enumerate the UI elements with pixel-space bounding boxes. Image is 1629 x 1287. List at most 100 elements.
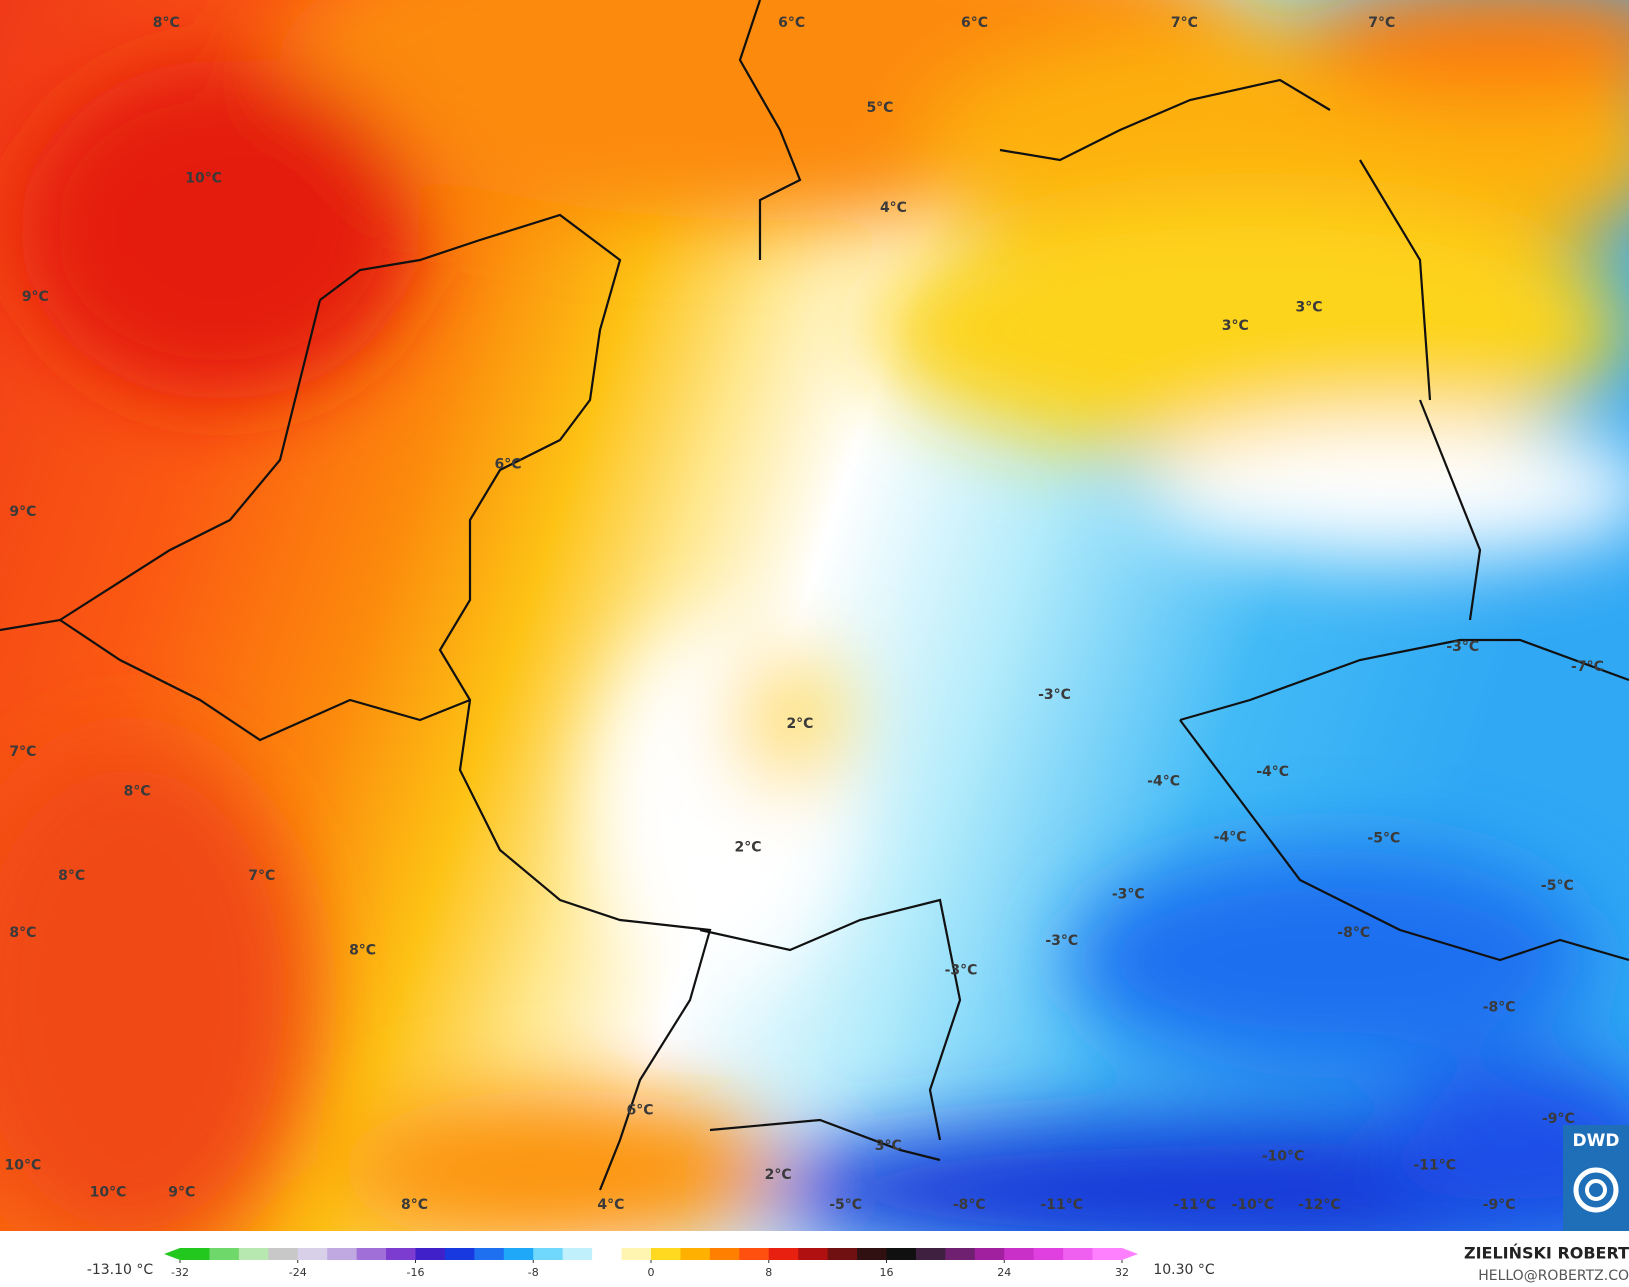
temperature-labels: 8°C 6°C 6°C 7°C 7°C 5°C 10°C 4°C 9°C 3°C 3°C 6°C 9°C… [4, 15, 1603, 1213]
temperature-label: 4°C [597, 1197, 624, 1213]
temperature-label: -8°C [953, 1197, 986, 1213]
colorbar-tick-label: 16 [880, 1266, 894, 1279]
temperature-label: 6°C [778, 15, 805, 31]
colorbar-arrow [164, 1248, 180, 1260]
temperature-label: -3°C [1045, 933, 1078, 949]
temperature-label: 7°C [248, 868, 275, 884]
colorbar-segment [592, 1248, 623, 1260]
colorbar-tick-label: 0 [648, 1266, 655, 1279]
temperature-label: 2°C [786, 716, 813, 732]
temperature-label: 8°C [349, 943, 376, 959]
temperature-label: -5°C [1541, 878, 1574, 894]
colorbar-arrow [1122, 1248, 1138, 1260]
colorbar-segment [356, 1248, 387, 1260]
temperature-label: -3°C [945, 962, 978, 978]
colorbar-segment [297, 1248, 328, 1260]
colorbar-tick-label: -32 [171, 1266, 189, 1279]
colorbar-segment [1033, 1248, 1064, 1260]
temperature-label: -9°C [1542, 1111, 1575, 1127]
colorbar-segment [415, 1248, 446, 1260]
temperature-label: 8°C [401, 1197, 428, 1213]
temperature-label: -7°C [1571, 659, 1604, 675]
colorbar-segment [444, 1248, 475, 1260]
logo-text: DWD [1573, 1131, 1620, 1151]
temperature-label: 9°C [9, 504, 36, 520]
temperature-label: -8°C [1483, 1000, 1516, 1016]
colorbar-segment [386, 1248, 416, 1260]
temperature-label: 7°C [1171, 15, 1198, 31]
temperature-field [0, 0, 1629, 1231]
colorbar-segment [768, 1248, 799, 1260]
temperature-label: -9°C [1483, 1197, 1516, 1213]
colorbar-segment [974, 1248, 1005, 1260]
temperature-label: -11°C [1173, 1197, 1216, 1213]
temperature-label: 6°C [961, 15, 988, 31]
colorbar-segment [1092, 1248, 1123, 1260]
temperature-label: 9°C [22, 289, 49, 305]
temperature-label: -4°C [1214, 829, 1247, 845]
colorbar-segment [474, 1248, 505, 1260]
colorbar-segment [827, 1248, 858, 1260]
temperature-label: 7°C [1368, 15, 1395, 31]
colorbar-segment [209, 1248, 240, 1260]
colorbar-segment [798, 1248, 829, 1260]
temperature-label: -3°C [1038, 687, 1071, 703]
temperature-label: 3°C [1296, 300, 1323, 316]
temperature-label: 8°C [153, 15, 180, 31]
colorbar-segment [180, 1248, 210, 1260]
colorbar-segment [621, 1248, 652, 1260]
temperature-label: -5°C [1367, 830, 1400, 846]
logo: DWD [1563, 1125, 1629, 1231]
colorbar-segment [651, 1248, 681, 1260]
temperature-label: 4°C [880, 200, 907, 216]
colorbar-segment [915, 1248, 946, 1260]
temperature-label: 5°C [866, 100, 893, 116]
temperature-label: 6°C [626, 1103, 653, 1119]
temperature-label: 8°C [124, 784, 151, 800]
temperature-label: 9°C [168, 1185, 195, 1201]
temperature-label: 3°C [1222, 318, 1249, 334]
colorbar-segment [533, 1248, 564, 1260]
colorbar-tick-label: -8 [528, 1266, 539, 1279]
colorbar-segment [945, 1248, 976, 1260]
min-label: -13.10 °C [87, 1262, 154, 1278]
temperature-label: 10°C [4, 1158, 41, 1174]
colorbar-segment [680, 1248, 711, 1260]
temperature-label: 10°C [185, 171, 222, 187]
temperature-label: 2°C [765, 1167, 792, 1183]
max-label: 10.30 °C [1153, 1262, 1215, 1278]
temperature-label: -11°C [1040, 1197, 1083, 1213]
colorbar-segment [327, 1248, 358, 1260]
colorbar-segment [886, 1248, 917, 1260]
colorbar-segment [268, 1248, 299, 1260]
email: HELLO@ROBERTZ.CO [1478, 1268, 1629, 1284]
temperature-label: -10°C [1262, 1148, 1305, 1164]
temperature-label: -11°C [1413, 1158, 1456, 1174]
temperature-label: 8°C [58, 868, 85, 884]
colorbar-segment [1063, 1248, 1094, 1260]
temperature-label: 8°C [9, 925, 36, 941]
temperature-label: -4°C [1147, 773, 1180, 789]
colorbar-segment [562, 1248, 593, 1260]
colorbar-segment [1004, 1248, 1035, 1260]
temperature-label: 2°C [735, 840, 762, 856]
temperature-label: 7°C [9, 744, 36, 760]
temperature-label: 10°C [90, 1185, 127, 1201]
temperature-label: -4°C [1256, 764, 1289, 780]
colorbar: -32 -24 -16 -8 0 8 16 24 32 [164, 1248, 1138, 1279]
temperature-label: 6°C [495, 456, 522, 472]
colorbar-tick-label: 32 [1115, 1266, 1129, 1279]
colorbar-tick-label: -16 [407, 1266, 425, 1279]
colorbar-segment [238, 1248, 269, 1260]
colorbar-segment [739, 1248, 770, 1260]
colorbar-tick-label: 8 [765, 1266, 772, 1279]
temperature-label: -8°C [1337, 925, 1370, 941]
author: ZIELIŃSKI ROBERT [1464, 1244, 1629, 1263]
temperature-label: -10°C [1232, 1197, 1275, 1213]
temperature-label: -12°C [1298, 1197, 1341, 1213]
colorbar-tick-label: -24 [289, 1266, 307, 1279]
colorbar-tick-label: 24 [997, 1266, 1011, 1279]
borders [0, 0, 1629, 1191]
colorbar-segment [857, 1248, 887, 1260]
